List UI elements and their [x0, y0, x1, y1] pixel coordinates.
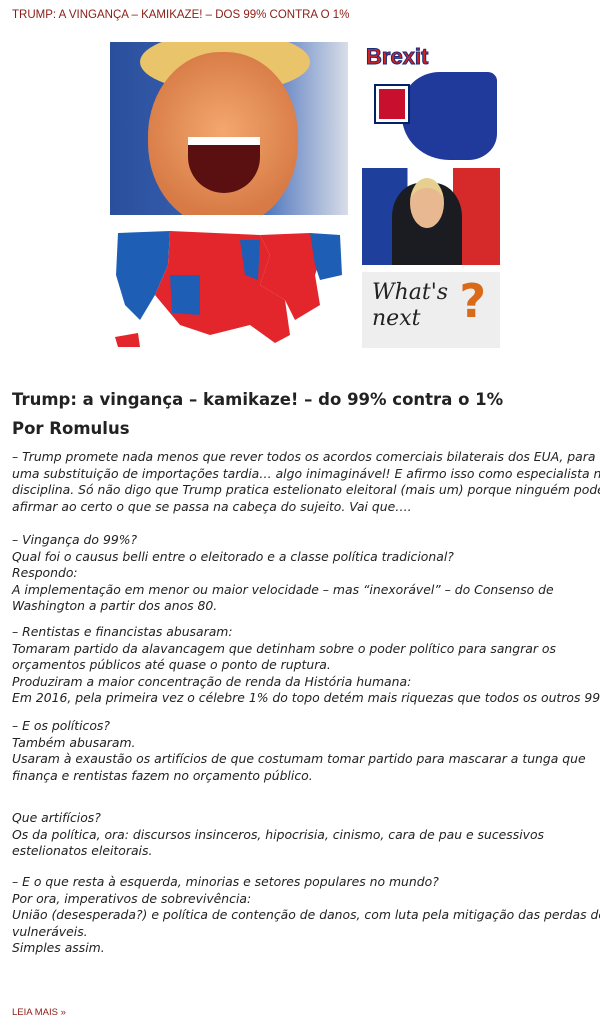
text-line: Por ora, imperativos de sobrevivência: — [12, 890, 252, 906]
eu-map-shape — [402, 72, 497, 160]
article-author: Por Romulus — [12, 419, 130, 438]
text-line: Produziram a maior concentração de renda… — [12, 673, 412, 689]
text-line: A implementação em menor ou maior veloci… — [12, 581, 554, 597]
read-more-link[interactable]: LEIA MAIS » — [12, 1007, 66, 1018]
text-line: uma substituição de importações tardia… … — [12, 465, 600, 481]
text-line: finança e rentistas fazem no orçamento p… — [12, 767, 313, 783]
trump-laughing-image — [110, 42, 348, 215]
il-mn-blue — [240, 240, 260, 280]
text-line: – Trump promete nada menos que rever tod… — [12, 449, 596, 464]
text-line: Tomaram partido da alavancagem que detin… — [12, 640, 556, 656]
text-line: Qual foi o causus belli entre o eleitora… — [12, 548, 454, 564]
text-line: Também abusaram. — [12, 734, 136, 750]
text-line: orçamentos públicos até quase o ponto de… — [12, 657, 331, 672]
mouth-shape — [188, 137, 260, 193]
paragraph-esquerda: – E o que resta à esquerda, minorias e s… — [12, 874, 600, 957]
whats-next-image: What's next ? — [362, 272, 500, 348]
le-pen-image — [362, 168, 500, 265]
paragraph-rentistas: – Rentistas e financistas abusaram: Toma… — [12, 624, 600, 707]
text-line: – E o que resta à esquerda, minorias e s… — [12, 874, 439, 889]
text-line: – Rentistas e financistas abusaram: — [12, 624, 233, 639]
brexit-image: Brexit — [362, 42, 500, 162]
article-heading: Trump: a vingança – kamikaze! – do 99% c… — [12, 390, 504, 409]
us-map-svg — [115, 231, 342, 347]
text-line: Washington a partir dos anos 80. — [12, 598, 218, 613]
paragraph-artificios: Que artifícios? Os da política, ora: dis… — [12, 810, 600, 860]
text-line: disciplina. Só não digo que Trump pratic… — [12, 482, 600, 497]
text-line: Os da política, ora: discursos insincero… — [12, 826, 545, 842]
west-blue-states — [116, 231, 170, 320]
text-line: vulneráveis. — [12, 923, 88, 939]
co-nm-blue — [170, 275, 200, 315]
northeast-blue — [310, 233, 342, 280]
text-line: Respondo: — [12, 565, 78, 580]
paragraph-intro: – Trump promete nada menos que rever tod… — [12, 449, 600, 515]
east-mixed-states — [260, 233, 325, 320]
text-line: Em 2016, pela primeira vez o célebre 1% … — [12, 690, 600, 705]
paragraph-politicos: – E os políticos? Também abusaram. Usara… — [12, 718, 600, 784]
text-line: afirmar ao certo o que se passa na cabeç… — [12, 498, 412, 514]
head-shape — [410, 178, 444, 228]
text-line: União (desesperada?) e política de conte… — [12, 907, 600, 922]
text-line: Usaram à exaustão os artifícios de que c… — [12, 751, 586, 766]
whats-next-text: What's next — [372, 280, 449, 331]
text-line: estelionatos eleitorais. — [12, 843, 153, 858]
text-line: Simples assim. — [12, 940, 105, 955]
text-line: – E os políticos? — [12, 718, 110, 733]
paragraph-vinganca: – Vingança do 99%? Qual foi o causus bel… — [12, 532, 600, 615]
text-line: – Vingança do 99%? — [12, 532, 138, 547]
post-title-link[interactable]: TRUMP: A VINGANÇA – KAMIKAZE! – DOS 99% … — [12, 9, 350, 21]
text-line: Que artifícios? — [12, 810, 101, 825]
question-mark-icon: ? — [459, 274, 486, 328]
us-election-map-image — [110, 225, 348, 350]
uk-flag-shape — [374, 84, 410, 124]
alaska — [115, 333, 140, 347]
brexit-logo-text: Brexit — [365, 44, 429, 70]
